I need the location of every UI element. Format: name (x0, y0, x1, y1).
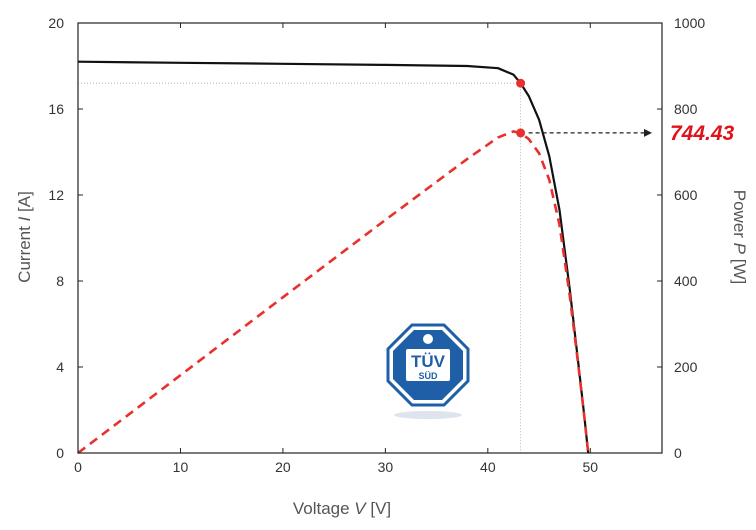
y-right-tick-label: 0 (674, 445, 682, 461)
mpp-power-callout: 744.43 (528, 122, 735, 145)
mpp-power-point (516, 128, 526, 138)
y-left-tick-label: 20 (48, 15, 64, 31)
badge-top-seal-icon (423, 334, 433, 344)
y-left-tick-label: 8 (56, 273, 64, 289)
plot-axes (77, 22, 663, 454)
y-axis-right-title: Power P [W] (730, 190, 749, 284)
plot-frame (77, 22, 663, 454)
y-axis-left-title: Current I [A] (15, 191, 34, 283)
tuv-sud-certification-badge: TÜV SÜD (386, 323, 470, 419)
x-tick-label: 20 (275, 459, 291, 475)
badge-sub-text: SÜD (418, 371, 438, 381)
x-tick-label: 40 (480, 459, 496, 475)
mpp-markers (516, 78, 526, 138)
mpp-current-point (516, 78, 526, 88)
x-tick-label: 10 (173, 459, 189, 475)
y-right-tick-label: 600 (674, 187, 698, 203)
y-right-tick-label: 800 (674, 101, 698, 117)
x-tick-label: 30 (378, 459, 394, 475)
badge-shadow (394, 411, 462, 419)
mpp-power-value: 744.43 (670, 122, 735, 145)
y-left-tick-label: 0 (56, 445, 64, 461)
callout-arrow-head (644, 128, 652, 137)
y-left-tick-label: 4 (56, 359, 64, 375)
series-layer (77, 60, 590, 455)
badge-center-panel (406, 349, 450, 381)
x-tick-label: 50 (582, 459, 598, 475)
power-series-line (77, 130, 590, 455)
y-left-tick-label: 12 (48, 187, 64, 203)
mpp-guide-lines (78, 82, 522, 453)
y-left-tick-label: 16 (48, 101, 64, 117)
badge-main-text: TÜV (411, 352, 446, 371)
y-right-tick-label: 400 (674, 273, 698, 289)
y-right-tick-label: 1000 (674, 15, 705, 31)
x-tick-label: 0 (74, 459, 82, 475)
x-axis-title: Voltage V [V] (293, 499, 391, 518)
y-right-tick-label: 200 (674, 359, 698, 375)
